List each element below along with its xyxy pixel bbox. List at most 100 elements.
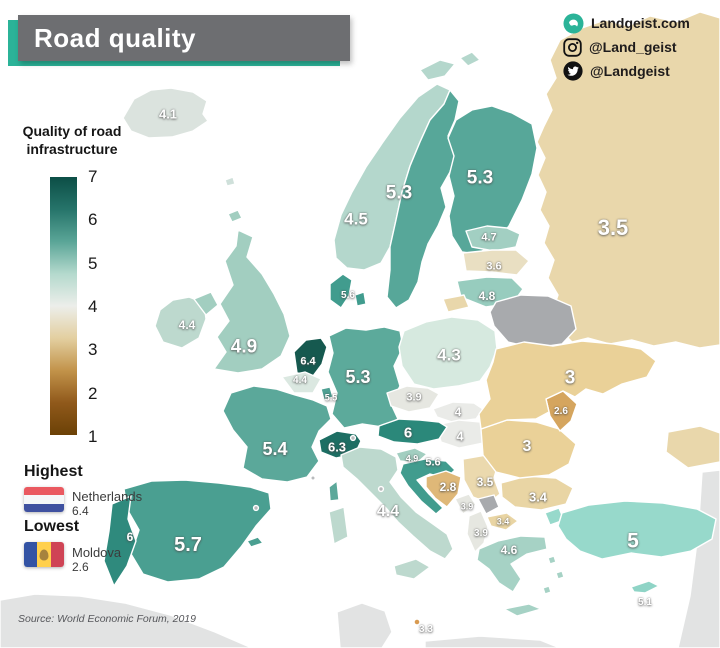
value-label-czechia: 3.9 xyxy=(406,391,422,404)
legend-tick: 1 xyxy=(88,426,98,446)
value-label-moldova: 2.6 xyxy=(554,406,568,417)
legend-tick: 4 xyxy=(88,296,98,316)
moldova-flag-emblem xyxy=(39,549,49,560)
country-spain xyxy=(123,479,272,583)
flag-stripe xyxy=(24,503,64,512)
country-belgium xyxy=(281,371,322,394)
branding-block: Landgeist.com @Land_geist @Landgeist xyxy=(563,12,690,82)
country-italy-sicily xyxy=(393,558,431,580)
flag-stripe xyxy=(24,487,64,496)
country-ireland xyxy=(154,296,207,349)
country-belarus xyxy=(489,294,577,349)
value-label-spain: 5.7 xyxy=(174,534,202,556)
country-czechia xyxy=(386,385,440,413)
value-label-cyprus: 5.1 xyxy=(638,597,652,608)
instagram-icon xyxy=(563,37,582,57)
instagram-link[interactable]: @Land_geist xyxy=(563,36,690,58)
legend-tick: 7 xyxy=(88,167,98,186)
netherlands-flag xyxy=(24,487,64,512)
value-label-hungary: 4 xyxy=(456,428,464,444)
country-romania xyxy=(480,419,577,479)
legend-tick: 5 xyxy=(88,253,98,273)
page-title: Road quality xyxy=(34,22,197,53)
value-label-uk: 4.9 xyxy=(230,336,258,358)
website-link[interactable]: Landgeist.com xyxy=(563,12,690,34)
legend-tick-labels: 7 6 5 4 3 2 1 xyxy=(88,168,97,445)
title-box: Road quality xyxy=(18,15,350,61)
legend-tick: 6 xyxy=(88,210,98,230)
moldova-flag xyxy=(24,542,64,567)
country-poland xyxy=(398,316,498,390)
twitter-label: @Landgeist xyxy=(590,63,670,79)
value-label-bosnia: 2.8 xyxy=(439,480,457,494)
country-svalbard xyxy=(419,59,456,81)
website-label: Landgeist.com xyxy=(591,15,690,31)
twitter-link[interactable]: @Landgeist xyxy=(563,60,690,82)
country-denmark-zealand xyxy=(354,291,367,307)
country-bosnia xyxy=(425,470,462,508)
value-label-bulgaria: 3.4 xyxy=(528,489,548,505)
country-latvia xyxy=(462,249,530,276)
value-label-lithuania: 4.8 xyxy=(478,289,496,303)
country-estonia xyxy=(465,225,521,252)
country-cyprus xyxy=(630,580,660,594)
highest-country: Netherlands xyxy=(72,489,143,504)
value-label-norway: 4.5 xyxy=(344,209,368,229)
country-france-corsica xyxy=(328,480,340,502)
value-label-belgium: 4.4 xyxy=(293,375,307,386)
value-label-finland: 5.3 xyxy=(466,167,494,189)
value-label-france: 5.4 xyxy=(262,439,288,459)
country-montenegro xyxy=(454,493,477,515)
landgeist-logo-icon xyxy=(563,13,584,33)
country-uk xyxy=(213,229,291,374)
lowest-country: Moldova xyxy=(72,545,122,560)
value-label-greece: 4.6 xyxy=(500,543,518,557)
value-label-switzerland: 6.3 xyxy=(327,439,347,455)
country-spain-balearics xyxy=(246,536,264,548)
country-ukraine xyxy=(478,340,657,430)
country-macedonia xyxy=(486,512,519,531)
country-austria xyxy=(377,418,448,445)
value-label-sweden: 5.3 xyxy=(385,182,413,204)
microstate-monaco xyxy=(310,475,316,481)
value-label-luxembourg: 5.5 xyxy=(324,392,338,403)
value-label-portugal: 6 xyxy=(126,530,134,544)
title-banner: Road quality xyxy=(8,15,350,66)
value-label-netherlands: 6.4 xyxy=(300,355,316,368)
region-middle-east xyxy=(677,469,720,648)
value-label-estonia: 4.7 xyxy=(481,231,497,244)
country-uk-isles xyxy=(227,209,243,223)
value-label-turkey: 5 xyxy=(627,529,639,553)
source-note: Source: World Economic Forum, 2019 xyxy=(18,613,196,625)
lowest-heading: Lowest xyxy=(24,518,80,535)
region-libya xyxy=(424,635,561,648)
value-label-ireland: 4.4 xyxy=(178,318,196,332)
country-germany xyxy=(327,326,404,429)
value-label-albania: 3.9 xyxy=(474,528,488,539)
country-finland xyxy=(447,105,538,255)
value-label-italy: 4.4 xyxy=(376,503,400,520)
country-italy xyxy=(340,446,454,560)
value-label-romania: 3 xyxy=(522,438,532,455)
country-iceland xyxy=(122,87,209,139)
value-label-slovenia: 4.9 xyxy=(405,453,419,464)
instagram-label: @Land_geist xyxy=(589,39,677,55)
country-svalbard xyxy=(459,51,481,67)
value-label-ukraine: 3 xyxy=(564,367,576,389)
map-countries xyxy=(0,11,720,648)
value-label-iceland: 4.1 xyxy=(158,106,178,122)
country-kosovo xyxy=(477,494,500,515)
region-africa xyxy=(0,593,253,648)
value-label-latvia: 3.6 xyxy=(486,260,502,273)
value-label-montenegro: 3.9 xyxy=(460,501,474,512)
value-label-poland: 4.3 xyxy=(437,345,461,365)
country-portugal xyxy=(103,495,137,587)
flag-stripe xyxy=(24,495,64,504)
country-greece-crete xyxy=(503,603,542,617)
highest-heading: Highest xyxy=(24,463,83,480)
country-russia-kaliningrad xyxy=(442,294,470,313)
legend-tick: 2 xyxy=(88,383,98,403)
country-greece-islands xyxy=(542,555,565,595)
value-label-croatia: 5.6 xyxy=(425,456,441,469)
value-label-russia: 3.5 xyxy=(597,215,629,240)
